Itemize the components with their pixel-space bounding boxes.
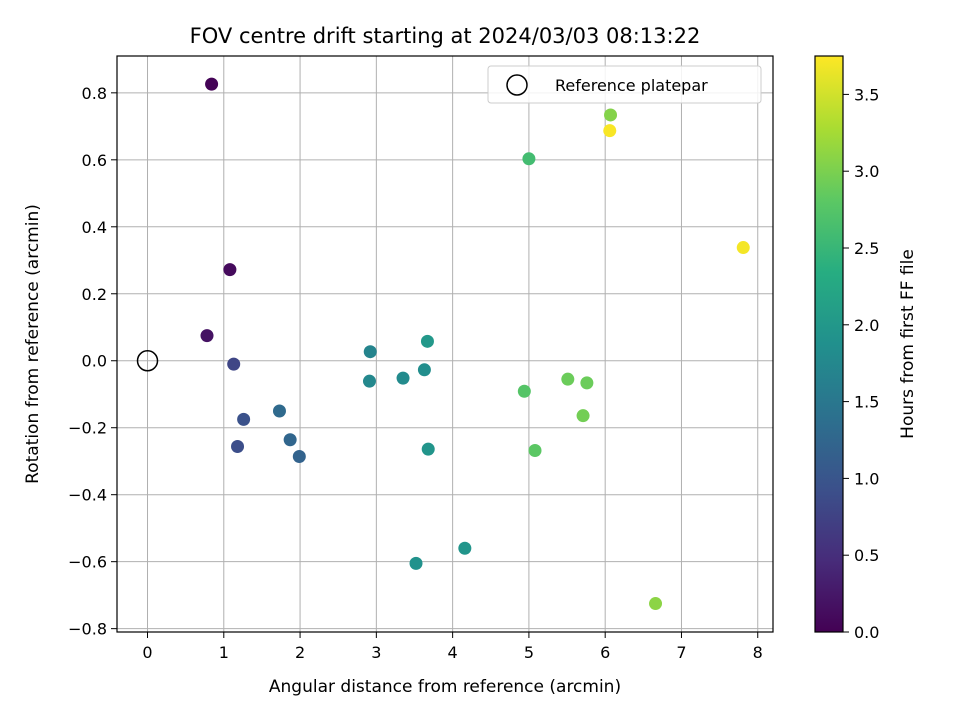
data-point xyxy=(417,363,431,377)
data-point xyxy=(227,357,241,371)
x-tick-label: 5 xyxy=(524,643,534,662)
legend: Reference platepar xyxy=(487,65,762,104)
x-tick-label: 8 xyxy=(753,643,763,662)
plot-frame xyxy=(116,55,774,633)
data-point xyxy=(200,329,214,343)
colorbar-tick-label: 2.5 xyxy=(854,239,879,258)
y-tick-label: −0.6 xyxy=(68,553,107,572)
legend-reference-marker xyxy=(506,74,528,96)
y-tick-label: 0.8 xyxy=(82,84,107,103)
y-tick-label: 0.0 xyxy=(82,352,107,371)
data-point xyxy=(283,433,297,447)
data-point xyxy=(420,334,434,348)
colorbar-tick-label: 1.5 xyxy=(854,393,879,412)
data-point xyxy=(458,541,472,555)
data-point xyxy=(603,124,617,138)
data-point xyxy=(237,412,251,426)
x-tick-label: 0 xyxy=(142,643,152,662)
data-points xyxy=(200,77,750,611)
colorbar: 0.0 0.5 1.0 1.5 2.0 2.5 3.0 3.5 Hours from firs… xyxy=(814,55,918,642)
x-tick-label: 4 xyxy=(448,643,458,662)
data-point xyxy=(522,152,536,166)
y-axis-label: Rotation from reference (arcmin) xyxy=(23,204,43,484)
x-axis-ticks: 0 1 2 3 4 5 6 7 8 xyxy=(142,632,763,662)
x-tick-label: 1 xyxy=(219,643,229,662)
data-point xyxy=(272,404,286,418)
reference-marker-layer xyxy=(136,349,159,372)
colorbar-tick-label: 0.0 xyxy=(854,623,879,642)
chart-title: FOV centre drift starting at 2024/03/03 … xyxy=(190,24,701,48)
x-tick-label: 2 xyxy=(295,643,305,662)
data-point xyxy=(736,241,750,255)
colorbar-tick-label: 2.0 xyxy=(854,316,879,335)
data-point xyxy=(517,384,531,398)
data-point xyxy=(363,345,377,359)
y-tick-label: −0.8 xyxy=(68,620,107,639)
x-axis-label: Angular distance from reference (arcmin) xyxy=(269,677,621,697)
data-point xyxy=(561,372,575,386)
data-point xyxy=(528,443,542,457)
y-tick-label: −0.4 xyxy=(68,486,107,505)
colorbar-ticks: 0.0 0.5 1.0 1.5 2.0 2.5 3.0 3.5 xyxy=(843,85,879,642)
colorbar-tick-label: 0.5 xyxy=(854,546,879,565)
x-tick-label: 6 xyxy=(600,643,610,662)
y-tick-label: −0.2 xyxy=(68,419,107,438)
y-axis-ticks: 0.8 0.6 0.4 0.2 0.0 −0.2 −0.4 −0.6 −0.8 xyxy=(68,84,117,639)
x-tick-label: 3 xyxy=(371,643,381,662)
data-point xyxy=(223,263,237,277)
x-tick-label: 7 xyxy=(676,643,686,662)
data-point xyxy=(362,374,376,388)
data-point xyxy=(409,556,423,570)
y-tick-label: 0.2 xyxy=(82,285,107,304)
data-point xyxy=(292,450,306,464)
colorbar-tick-label: 1.0 xyxy=(854,469,879,488)
colorbar-label: Hours from first FF file xyxy=(898,249,918,439)
y-tick-label: 0.6 xyxy=(82,151,107,170)
colorbar-tick-label: 3.0 xyxy=(854,162,879,181)
y-tick-label: 0.4 xyxy=(82,218,107,237)
legend-label: Reference platepar xyxy=(555,76,708,95)
data-point xyxy=(396,371,410,385)
data-point xyxy=(604,108,618,122)
data-point xyxy=(205,77,219,91)
legend-box xyxy=(487,65,762,104)
colorbar-tick-label: 3.5 xyxy=(854,85,879,104)
data-point xyxy=(649,597,663,611)
colorbar-gradient xyxy=(815,56,843,632)
data-point xyxy=(421,442,435,456)
colorbar-frame xyxy=(814,55,844,633)
data-point xyxy=(231,439,245,453)
data-point xyxy=(576,409,590,423)
data-point xyxy=(580,376,594,390)
reference-point-marker xyxy=(136,349,159,372)
